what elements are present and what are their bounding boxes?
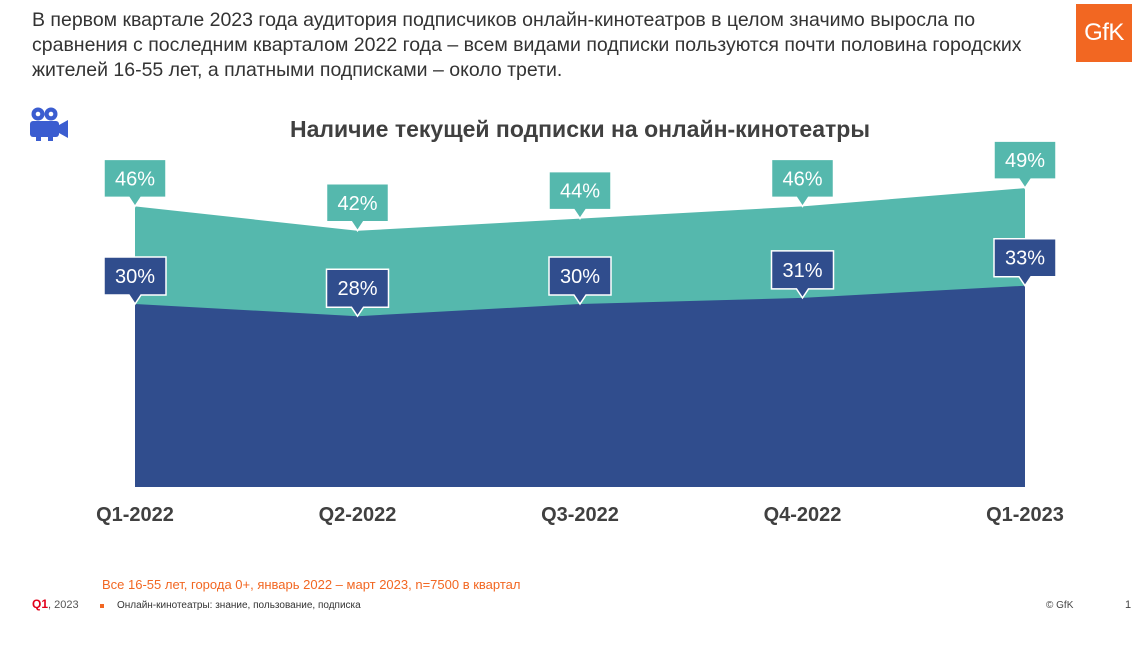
x-tick-label: Q3-2022 [541,504,619,526]
data-label-box [548,256,612,306]
data-label: 46% [782,168,822,190]
data-label: 33% [1005,248,1045,270]
data-label: 30% [115,266,155,288]
page-number: 1 [1125,599,1132,611]
x-tick-label: Q1-2023 [986,504,1064,526]
data-label-box [993,140,1057,190]
gfk-logo: GfK [1076,4,1132,62]
data-label: 49% [1005,150,1045,172]
data-label-box [770,158,835,208]
area-series-2 [135,285,1025,487]
x-tick-label: Q4-2022 [764,504,842,526]
copyright: © GfK [1046,600,1074,611]
data-label: 42% [337,193,377,215]
data-label: 31% [782,260,822,282]
data-label-box [103,158,167,208]
bullet-icon [100,604,104,608]
data-label-box [770,250,835,300]
data-label: 28% [337,278,377,300]
period-year: , 2023 [48,599,79,611]
data-label-box [325,183,390,233]
headline: В первом квартале 2023 года аудитория по… [32,9,1022,81]
data-label: 44% [560,181,600,203]
data-label-box [548,170,612,220]
data-label-box [993,237,1057,288]
x-tick-label: Q1-2022 [96,504,174,526]
chart-title: Наличие текущей подписки на онлайн-кинот… [290,116,870,142]
video-camera-icon [30,107,68,141]
period-label: Q1, 2023 [32,597,79,611]
period-quarter: Q1 [32,597,49,611]
data-label: 30% [560,266,600,288]
x-tick-label: Q2-2022 [319,504,397,526]
sample-note: Все 16-55 лет, города 0+, январь 2022 – … [102,577,521,592]
data-label-box [325,268,390,318]
data-label-box [103,256,167,306]
source-text: Онлайн-кинотеатры: знание, пользование, … [117,600,361,611]
area-chart: 46% 42% 44% 46% 49% 30% 28% 30% 31% 33% Q1-2022 Q2-… [96,140,1064,526]
data-label: 46% [115,168,155,190]
